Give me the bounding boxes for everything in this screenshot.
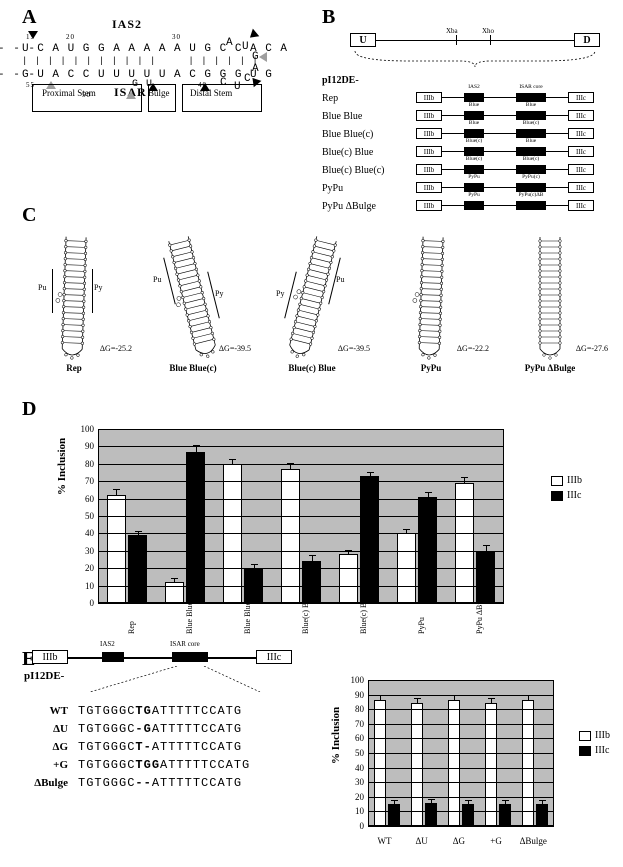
tick [456, 35, 457, 45]
construct-diagram: IIIbIIIcBlue(c)Blue [416, 144, 594, 160]
panel-e-right: % Inclusion IIIb IIIc 010203040506070809… [338, 680, 610, 850]
legend-iiic: IIIc [567, 490, 581, 501]
triangle-icon [247, 29, 260, 42]
map-top: U D Xba Xho [350, 29, 600, 69]
exon-u: U [350, 33, 376, 47]
loop-u: U [242, 41, 250, 53]
construct-diagram: IIIbIIIcIAS2ISAR core [416, 90, 594, 106]
construct-name: Blue(c) Blue [322, 147, 416, 158]
panel-c-letter: C [22, 204, 36, 226]
loop-a: A [226, 37, 234, 49]
panel-e-left: IIIb IIIc IAS2 ISAR core pI12DE- WTTGTGG… [22, 648, 322, 792]
bonds: | | | | | | | | | | | | | | | | | [22, 56, 259, 66]
legend-iiib: IIIb [567, 475, 582, 486]
legend-iiib: IIIb [595, 730, 610, 741]
exon-iiic: IIIc [256, 650, 292, 664]
tick [490, 35, 491, 45]
seq-list: WTTGTGGGCTGATTTTTCCATGΔUTGTGGGC-GATTTTTC… [22, 702, 322, 792]
construct-diagram: IIIbIIIcBlue(c)Blue(c) [416, 162, 594, 178]
triangle-icon [28, 31, 38, 39]
ias2-blk-label: IAS2 [100, 640, 115, 648]
seq-row: ΔGTGTGGGCT-ATTTTTCCATG [22, 738, 322, 756]
panel-c: C PuPyΔG=-25.2RepPuPyΔG=-39.5Blue Blue(c… [22, 204, 602, 373]
legend: IIIb IIIc [579, 730, 610, 760]
list-head: pI12DE- [322, 75, 416, 86]
legend-iiic: IIIc [595, 745, 609, 756]
panel-b-letter: B [322, 6, 335, 28]
panel-b: B U D Xba Xho pI12DE- RepIIIbIIIcIAS2ISA… [322, 6, 612, 215]
chart-e: % Inclusion IIIb IIIc 010203040506070809… [338, 680, 610, 850]
pos-30: 30 [172, 33, 181, 41]
xba-label: Xba [446, 27, 458, 35]
panel-a-letter: A [22, 6, 36, 28]
exon-iiib: IIIb [32, 650, 68, 664]
panel-e: E IIIb IIIc IAS2 ISAR core pI12DE- WTTGT… [22, 648, 602, 671]
construct-name: Blue Blue [322, 111, 416, 122]
stem-structure: PuPyΔG=-25.2Rep [22, 233, 126, 373]
stem-structure: ΔG=-27.6PyPu ΔBulge [498, 233, 602, 373]
construct-name: Blue(c) Blue(c) [322, 165, 416, 176]
pos-20: 20 [66, 33, 75, 41]
isar-blk-label: ISAR core [170, 640, 200, 648]
panel-d-letter: D [22, 398, 36, 420]
construct-diagram: IIIbIIIcPyPuPyPu(c) [416, 180, 594, 196]
chart-d: % Inclusion IIIb IIIc 010203040506070809… [66, 425, 586, 639]
construct-list: pI12DE- RepIIIbIIIcIAS2ISAR coreBlue Blu… [322, 71, 612, 215]
stem-structure: PuPyΔG=-39.5Blue Blue(c) [141, 233, 245, 373]
seq-row: ΔBulgeTGTGGGC--ATTTTTCCATG [22, 774, 322, 792]
panel-d: D % Inclusion IIIb IIIc 0102030405060708… [22, 398, 602, 639]
proximal-stem-label: Proximal Stem [42, 88, 96, 98]
triangle-icon [259, 52, 267, 62]
loop-a2: A [252, 63, 260, 75]
ias2-label: IAS2 [112, 17, 142, 32]
dash-lines-icon [32, 666, 292, 692]
distal-stem-label: Distal Stem [190, 88, 232, 98]
seq-row: WTTGTGGGCTGATTTTTCCATG [22, 702, 322, 720]
bulge-label: Bulge [148, 88, 170, 98]
seq-row: +GTGTGGGCTGGATTTTTCCATG [22, 756, 322, 774]
construct-name: Blue Blue(c) [322, 129, 416, 140]
panel-a: A IAS2 ISAR - - - - - - U C A U G G A A … [22, 6, 322, 103]
struct-brackets: Proximal Stem Bulge Distal Stem [28, 84, 288, 112]
legend: IIIb IIIc [551, 475, 582, 505]
construct-diagram: IIIbIIIcBlueBlue(c) [416, 126, 594, 142]
construct-name: PyPu [322, 183, 416, 194]
stem-structures: PuPyΔG=-25.2RepPuPyΔG=-39.5Blue Blue(c)P… [22, 233, 602, 373]
construct-diagram: IIIbIIIcBlueBlue [416, 108, 594, 124]
brace-icon [350, 49, 600, 67]
exon-d: D [574, 33, 600, 47]
stem-structure: PyPuΔG=-39.5Blue(c) Blue [260, 233, 364, 373]
stem-structure: ΔG=-22.2PyPu [379, 233, 483, 373]
xho-label: Xho [482, 27, 494, 35]
construct-name: Rep [322, 93, 416, 104]
seq-row: ΔUTGTGGGC-GATTTTTCCATG [22, 720, 322, 738]
e-map: IIIb IIIc IAS2 ISAR core [32, 648, 292, 668]
